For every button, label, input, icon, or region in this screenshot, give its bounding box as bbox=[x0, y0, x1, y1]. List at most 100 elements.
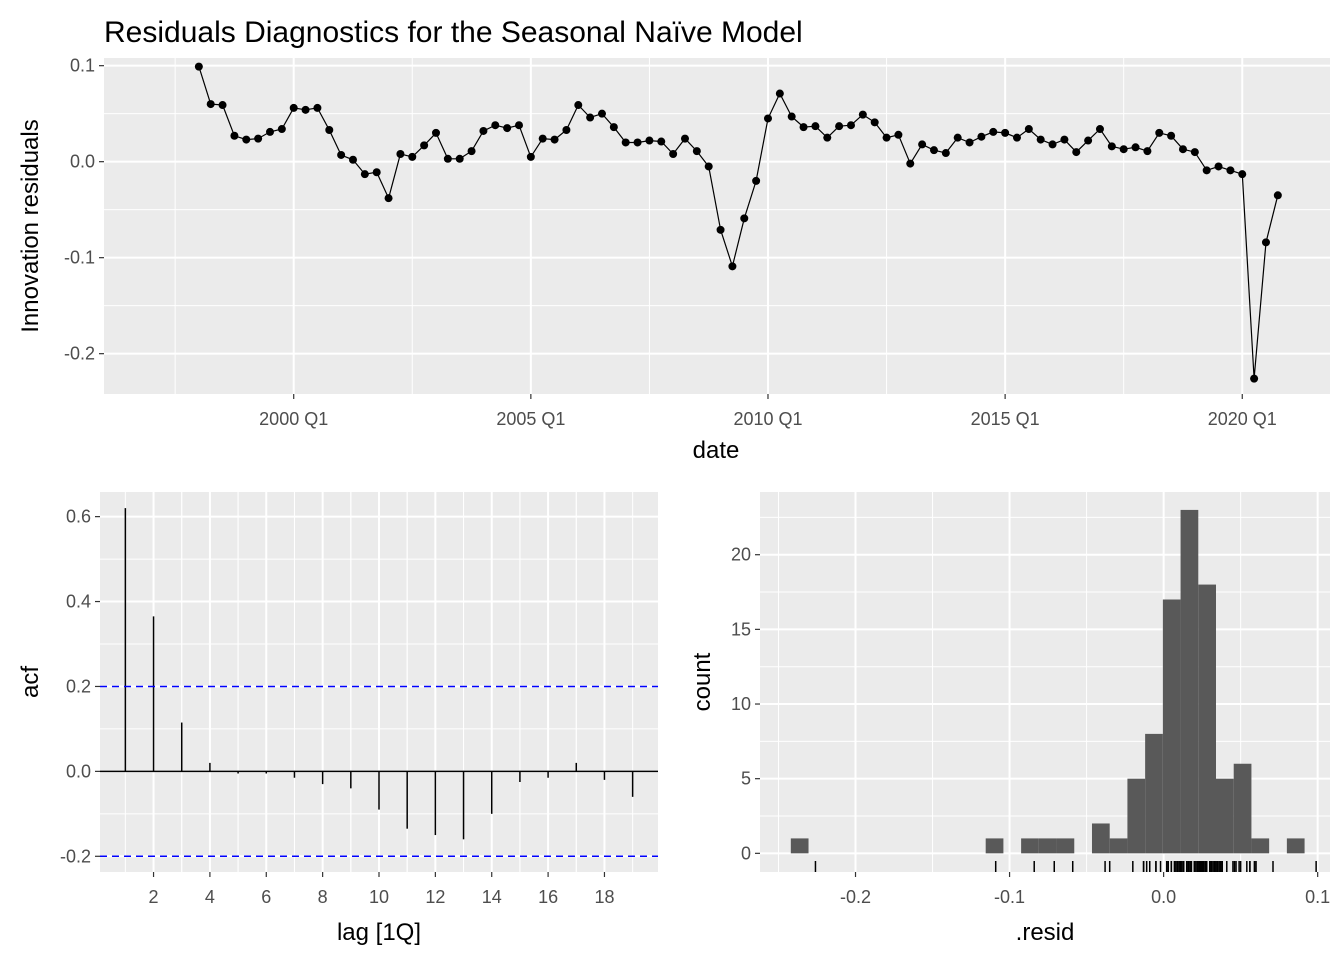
residual-point bbox=[360, 170, 369, 179]
residual-point bbox=[965, 138, 974, 147]
residual-point bbox=[609, 123, 618, 132]
acf-x-tick-label: 14 bbox=[482, 887, 502, 907]
residual-point bbox=[467, 147, 476, 156]
histogram-bar bbox=[1198, 584, 1216, 854]
histogram-y-tick-label: 5 bbox=[741, 769, 751, 789]
residual-point bbox=[823, 133, 832, 142]
residual-point bbox=[657, 137, 666, 146]
acf-x-tick-label: 16 bbox=[538, 887, 558, 907]
residual-point bbox=[787, 112, 796, 121]
histogram-y-tick-label: 0 bbox=[741, 843, 751, 863]
residual-point bbox=[811, 122, 820, 131]
acf-x-axis-title: lag [1Q] bbox=[337, 919, 421, 946]
residual-x-tick-label: 2020 Q1 bbox=[1208, 409, 1277, 429]
histogram-y-tick-label: 10 bbox=[731, 694, 751, 714]
acf-panel: 0.60.40.20.0-0.22 4 6 8 10 12 14 16 18 lag [1Q] … bbox=[17, 492, 658, 946]
residual-x-tick-label: 2005 Q1 bbox=[496, 409, 565, 429]
histogram-bar bbox=[1145, 733, 1163, 854]
residual-point bbox=[763, 114, 772, 123]
figure-title: Residuals Diagnostics for the Seasonal N… bbox=[104, 16, 803, 49]
residual-point bbox=[443, 154, 452, 163]
residual-point bbox=[550, 135, 559, 144]
residual-series bbox=[194, 62, 1282, 383]
residual-point bbox=[1250, 374, 1259, 383]
acf-y-tick-label: -0.2 bbox=[60, 846, 91, 866]
residual-point bbox=[1143, 147, 1152, 156]
residual-point bbox=[858, 110, 867, 119]
residual-point bbox=[929, 146, 938, 155]
residual-point bbox=[621, 138, 630, 147]
residual-point bbox=[325, 126, 334, 134]
residual-point bbox=[254, 134, 263, 143]
acf-y-tick-label: 0.4 bbox=[66, 592, 91, 612]
residual-x-tick-label: 2015 Q1 bbox=[971, 409, 1040, 429]
residual-point bbox=[372, 168, 381, 177]
histogram-y-tick-label: 20 bbox=[731, 545, 751, 565]
residual-y-axis-title: Innovation residuals bbox=[17, 119, 44, 332]
residual-point bbox=[455, 154, 464, 163]
residual-point bbox=[562, 126, 571, 134]
acf-y-tick-label: 0.0 bbox=[66, 761, 91, 781]
histogram-bar bbox=[1021, 838, 1039, 854]
residual-x-axis-title: date bbox=[693, 437, 740, 464]
residual-point bbox=[1084, 136, 1093, 145]
residual-point bbox=[740, 214, 749, 223]
residual-axis-ticks: 0.1 0.0 -0.1 -0.2 2000 Q1 2005 Q1 2010 Q1 2015 … bbox=[64, 56, 1277, 429]
residual-x-tick-label: 2000 Q1 bbox=[259, 409, 328, 429]
residual-point bbox=[692, 147, 701, 156]
residual-point bbox=[514, 121, 523, 130]
histogram-axis-ticks: 0 5 10 15 20 -0.2 -0.1 0.0 0.1 bbox=[731, 545, 1330, 907]
histogram-bar bbox=[1286, 838, 1305, 854]
residual-point bbox=[716, 225, 725, 234]
histogram-series bbox=[790, 509, 1317, 872]
acf-y-tick-label: 0.2 bbox=[66, 676, 91, 696]
histogram-bar bbox=[1056, 838, 1075, 854]
histogram-bar bbox=[790, 838, 809, 854]
residual-point bbox=[1060, 135, 1069, 144]
residual-point bbox=[1167, 131, 1176, 140]
histogram-y-tick-label: 15 bbox=[731, 619, 751, 639]
residual-point bbox=[230, 131, 239, 140]
residual-point bbox=[846, 121, 855, 130]
residual-point bbox=[1261, 238, 1270, 247]
residual-panel-grid bbox=[104, 58, 1330, 394]
residual-y-tick-label: -0.1 bbox=[64, 248, 95, 268]
residual-point bbox=[1178, 145, 1187, 154]
residual-y-tick-label: 0.0 bbox=[70, 152, 95, 172]
residual-point bbox=[882, 133, 891, 142]
residual-point bbox=[1001, 128, 1010, 137]
residual-x-tick-label: 2010 Q1 bbox=[733, 409, 802, 429]
histogram-x-tick-label: -0.2 bbox=[840, 887, 871, 907]
residual-point bbox=[526, 152, 535, 161]
acf-x-tick-label: 18 bbox=[594, 887, 614, 907]
acf-series bbox=[100, 508, 658, 858]
acf-y-tick-label: 0.6 bbox=[66, 507, 91, 527]
histogram-x-tick-label: 0.0 bbox=[1151, 887, 1176, 907]
histogram-bar bbox=[1038, 838, 1057, 854]
residual-panel-background bbox=[104, 58, 1330, 394]
residual-point bbox=[1238, 170, 1247, 179]
residual-point bbox=[431, 128, 440, 137]
residual-point bbox=[669, 150, 678, 158]
acf-x-tick-label: 12 bbox=[425, 887, 445, 907]
residual-point bbox=[408, 152, 417, 161]
residual-point bbox=[1036, 135, 1045, 144]
residual-point bbox=[752, 176, 761, 185]
residual-point bbox=[633, 138, 642, 147]
histogram-bar bbox=[1127, 778, 1146, 854]
residual-point bbox=[775, 89, 784, 98]
residual-point bbox=[384, 194, 393, 203]
residual-point bbox=[206, 100, 215, 109]
residual-point bbox=[218, 101, 227, 110]
histogram-bar bbox=[1233, 763, 1252, 854]
residual-point bbox=[479, 126, 488, 135]
histogram-bar bbox=[1251, 838, 1270, 854]
acf-y-axis-title: acf bbox=[17, 666, 44, 698]
acf-x-tick-label: 8 bbox=[318, 887, 328, 907]
residual-point bbox=[906, 159, 915, 168]
histogram-bar bbox=[1091, 823, 1110, 854]
histogram-bar bbox=[985, 838, 1004, 854]
residual-point bbox=[491, 121, 500, 130]
histogram-x-tick-label: 0.1 bbox=[1305, 887, 1330, 907]
residual-point bbox=[1012, 133, 1021, 142]
